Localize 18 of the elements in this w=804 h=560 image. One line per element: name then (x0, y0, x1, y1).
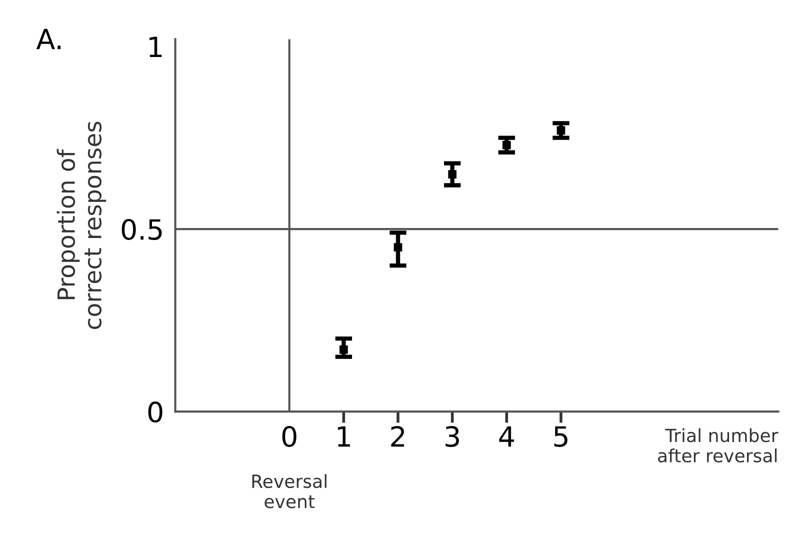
x-tick-label: 2 (391, 426, 404, 447)
y-axis-title: Proportion of correct responses (56, 122, 106, 329)
x-tick-label: 5 (554, 426, 568, 447)
point (340, 345, 348, 354)
y-tick-label: 0.5 (122, 218, 162, 240)
text: A. (36, 28, 61, 50)
y-tick-label: 1 (150, 36, 162, 58)
y-tick-label: 0 (148, 402, 162, 423)
x-tick-label: 1 (338, 426, 350, 447)
point (502, 140, 511, 150)
point (448, 170, 456, 178)
point (394, 243, 402, 252)
ref-line-label: Reversal event (252, 474, 326, 508)
x-axis-title: Trial number after reversal (658, 428, 778, 462)
x-tick-label: 0 (282, 426, 296, 447)
point (556, 126, 566, 135)
x-tick-label: 3 (446, 426, 459, 447)
x-tick-label: 4 (499, 426, 514, 447)
